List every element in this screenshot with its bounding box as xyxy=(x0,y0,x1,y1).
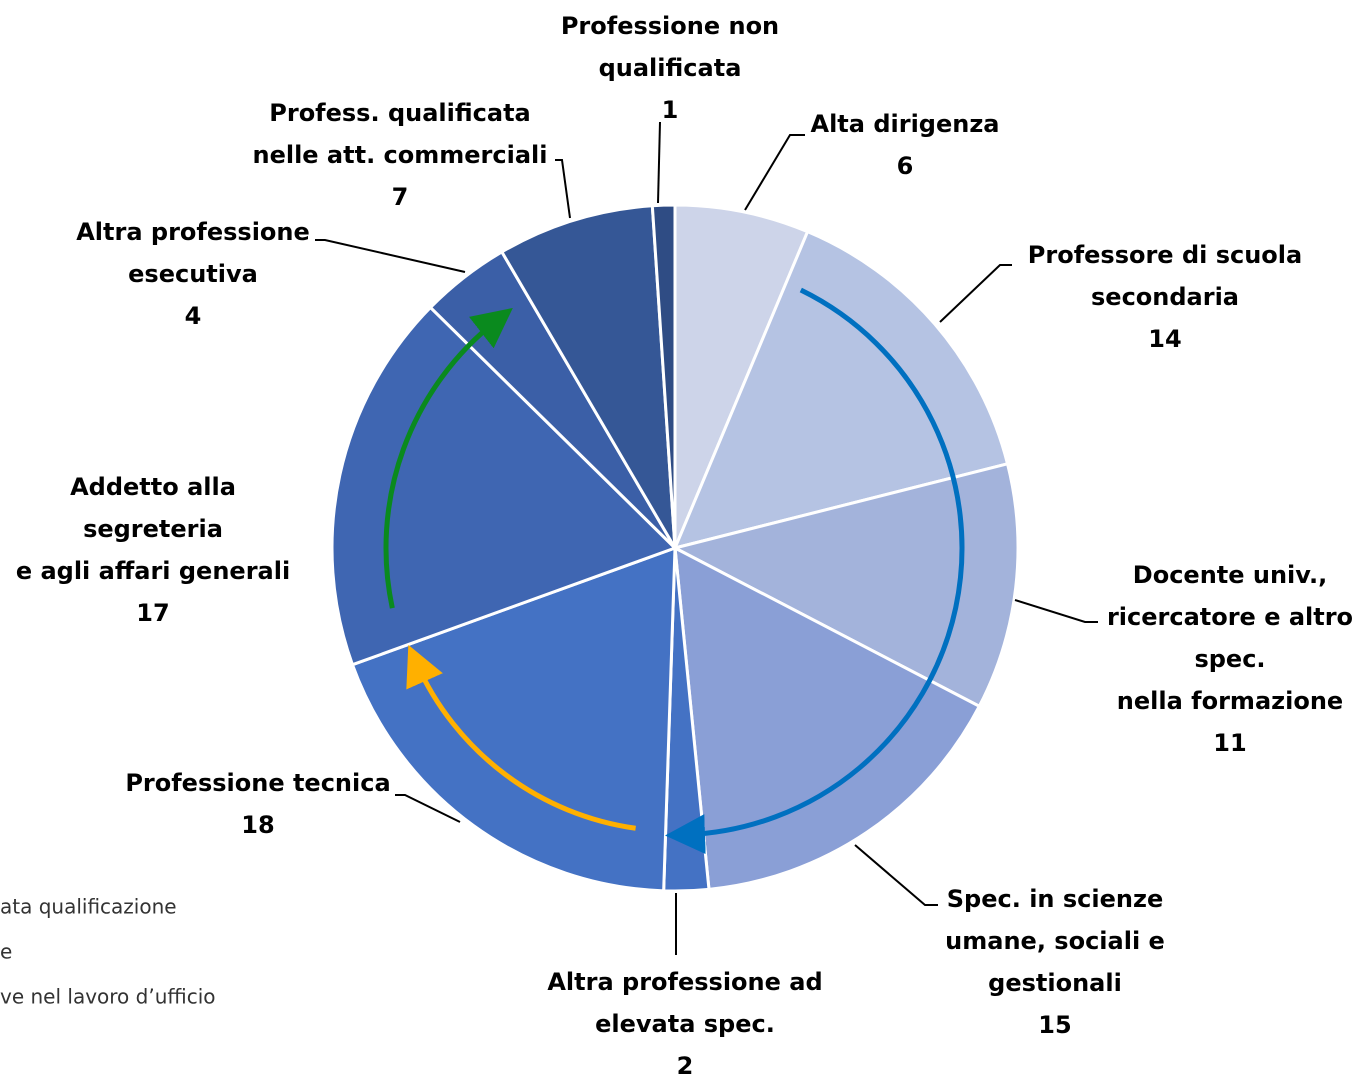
slice-label: Professore di scuola xyxy=(1028,241,1302,269)
legend-fragment: e xyxy=(0,940,12,964)
arrow xyxy=(665,287,965,855)
slice-label: secondaria xyxy=(1091,283,1239,311)
slice xyxy=(672,229,1010,551)
value-label: 11 xyxy=(1213,729,1246,757)
slice-label: ricercatore e altro xyxy=(1107,603,1353,631)
slice-label: umane, sociali e xyxy=(945,927,1165,955)
slice-label: gestionali xyxy=(988,969,1122,997)
slice-label: Spec. in scienze xyxy=(947,885,1163,913)
leader-line xyxy=(744,134,805,211)
slice-label: Altra professione ad xyxy=(547,968,822,996)
slice-label: elevata spec. xyxy=(595,1010,775,1038)
slice-label: nella formazione xyxy=(1117,687,1343,715)
leader-line xyxy=(854,844,938,906)
leader-line xyxy=(1014,599,1098,623)
slice xyxy=(499,204,677,549)
slice-label: Addetto alla xyxy=(70,473,236,501)
value-label: 7 xyxy=(392,183,409,211)
legend-fragment: ve nel lavoro d’ufficio xyxy=(0,985,216,1009)
slice xyxy=(670,461,1020,709)
slice xyxy=(673,203,810,549)
value-label: 1 xyxy=(662,96,679,124)
slice-label: Professione tecnica xyxy=(125,769,390,797)
slice-label: Docente univ., xyxy=(1133,561,1327,589)
arrow xyxy=(383,307,513,609)
slice-label: Professione non xyxy=(561,12,779,40)
arrows xyxy=(383,287,965,855)
slice xyxy=(350,545,677,893)
slice xyxy=(330,305,678,667)
slice-label: Alta dirigenza xyxy=(811,110,1000,138)
leader-line xyxy=(395,794,461,823)
slice-label: e agli affari generali xyxy=(16,557,290,585)
slice xyxy=(650,203,677,549)
value-label: 2 xyxy=(677,1052,694,1078)
legend-fragment: ata qualificazione xyxy=(0,895,177,919)
slice-label: Altra professione xyxy=(76,218,310,246)
leader-line xyxy=(315,239,466,273)
pie xyxy=(330,203,1020,893)
leader-line xyxy=(555,159,571,219)
value-label: 18 xyxy=(241,811,274,839)
value-label: 14 xyxy=(1148,325,1181,353)
labels: Alta dirigenza 6 Professore di scuola secon… xyxy=(0,12,1353,1078)
value-label: 6 xyxy=(897,152,914,180)
slice xyxy=(673,545,982,891)
arrow xyxy=(406,644,636,831)
slice-label: esecutiva xyxy=(128,260,258,288)
slice-label: qualificata xyxy=(599,54,742,82)
slice-label: spec. xyxy=(1194,645,1265,673)
leader-line xyxy=(939,264,1012,323)
value-label: 17 xyxy=(136,599,169,627)
slice-label: segreteria xyxy=(83,515,223,543)
value-label: 15 xyxy=(1038,1011,1071,1039)
slice-label: Profess. qualificata xyxy=(269,99,530,127)
value-label: 4 xyxy=(185,302,202,330)
leader-line xyxy=(657,121,661,204)
slice-label: nelle att. commerciali xyxy=(252,141,547,169)
